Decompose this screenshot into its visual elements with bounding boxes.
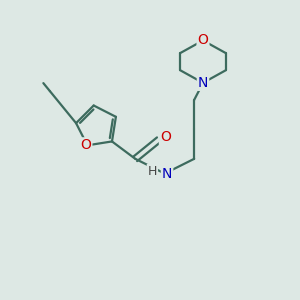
- Text: O: O: [160, 130, 171, 144]
- Text: N: N: [198, 76, 208, 90]
- Text: N: N: [162, 167, 172, 181]
- Text: H: H: [148, 165, 157, 178]
- Text: O: O: [198, 34, 208, 47]
- Text: O: O: [80, 138, 91, 152]
